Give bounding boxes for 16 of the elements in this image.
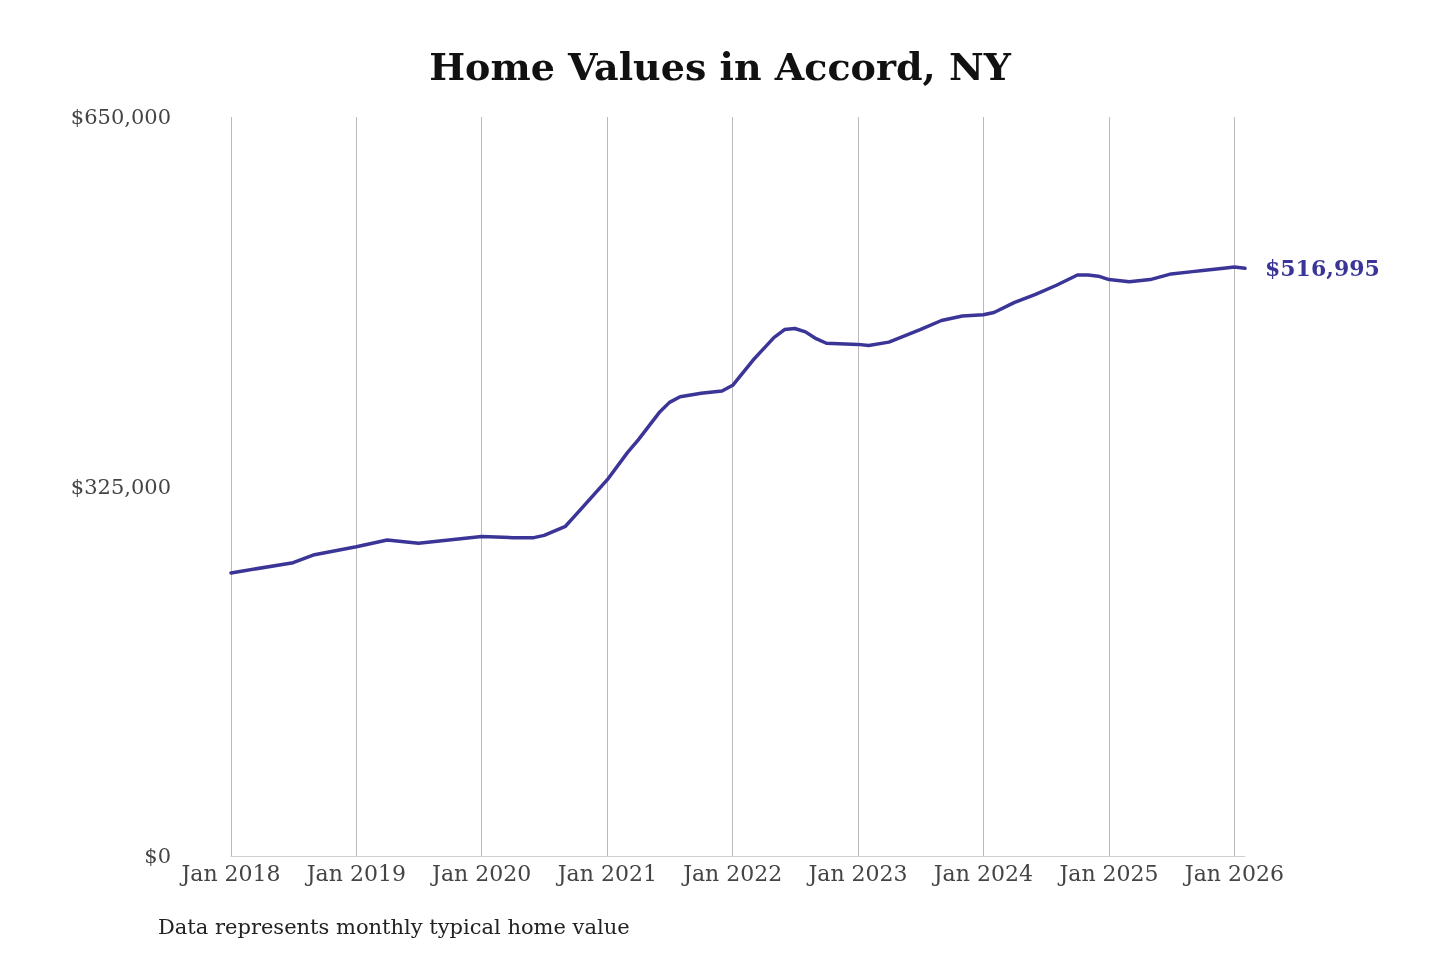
chart-title: Home Values in Accord, NY	[429, 43, 1012, 89]
x-tick-label: Jan 2020	[430, 860, 532, 886]
annotation: $516,995	[1265, 255, 1380, 282]
y-tick-label: $650,000	[70, 105, 171, 129]
y-tick-label: $0	[144, 844, 171, 868]
x-tick-label: Jan 2021	[555, 860, 657, 886]
line-series	[229, 265, 1247, 575]
text: Data represents monthly typical home value	[158, 914, 630, 939]
y-tick-label: $325,000	[70, 474, 171, 499]
x-tick-label: Jan 2018	[179, 860, 281, 886]
x-tick-label: Jan 2022	[681, 860, 783, 886]
x-tick-label: Jan 2023	[806, 860, 908, 886]
x-tick-label: Jan 2019	[304, 860, 406, 886]
x-tick-label: Jan 2025	[1057, 860, 1159, 886]
x-tick-label: Jan 2024	[931, 860, 1033, 886]
x-tick-label: Jan 2026	[1182, 860, 1284, 886]
